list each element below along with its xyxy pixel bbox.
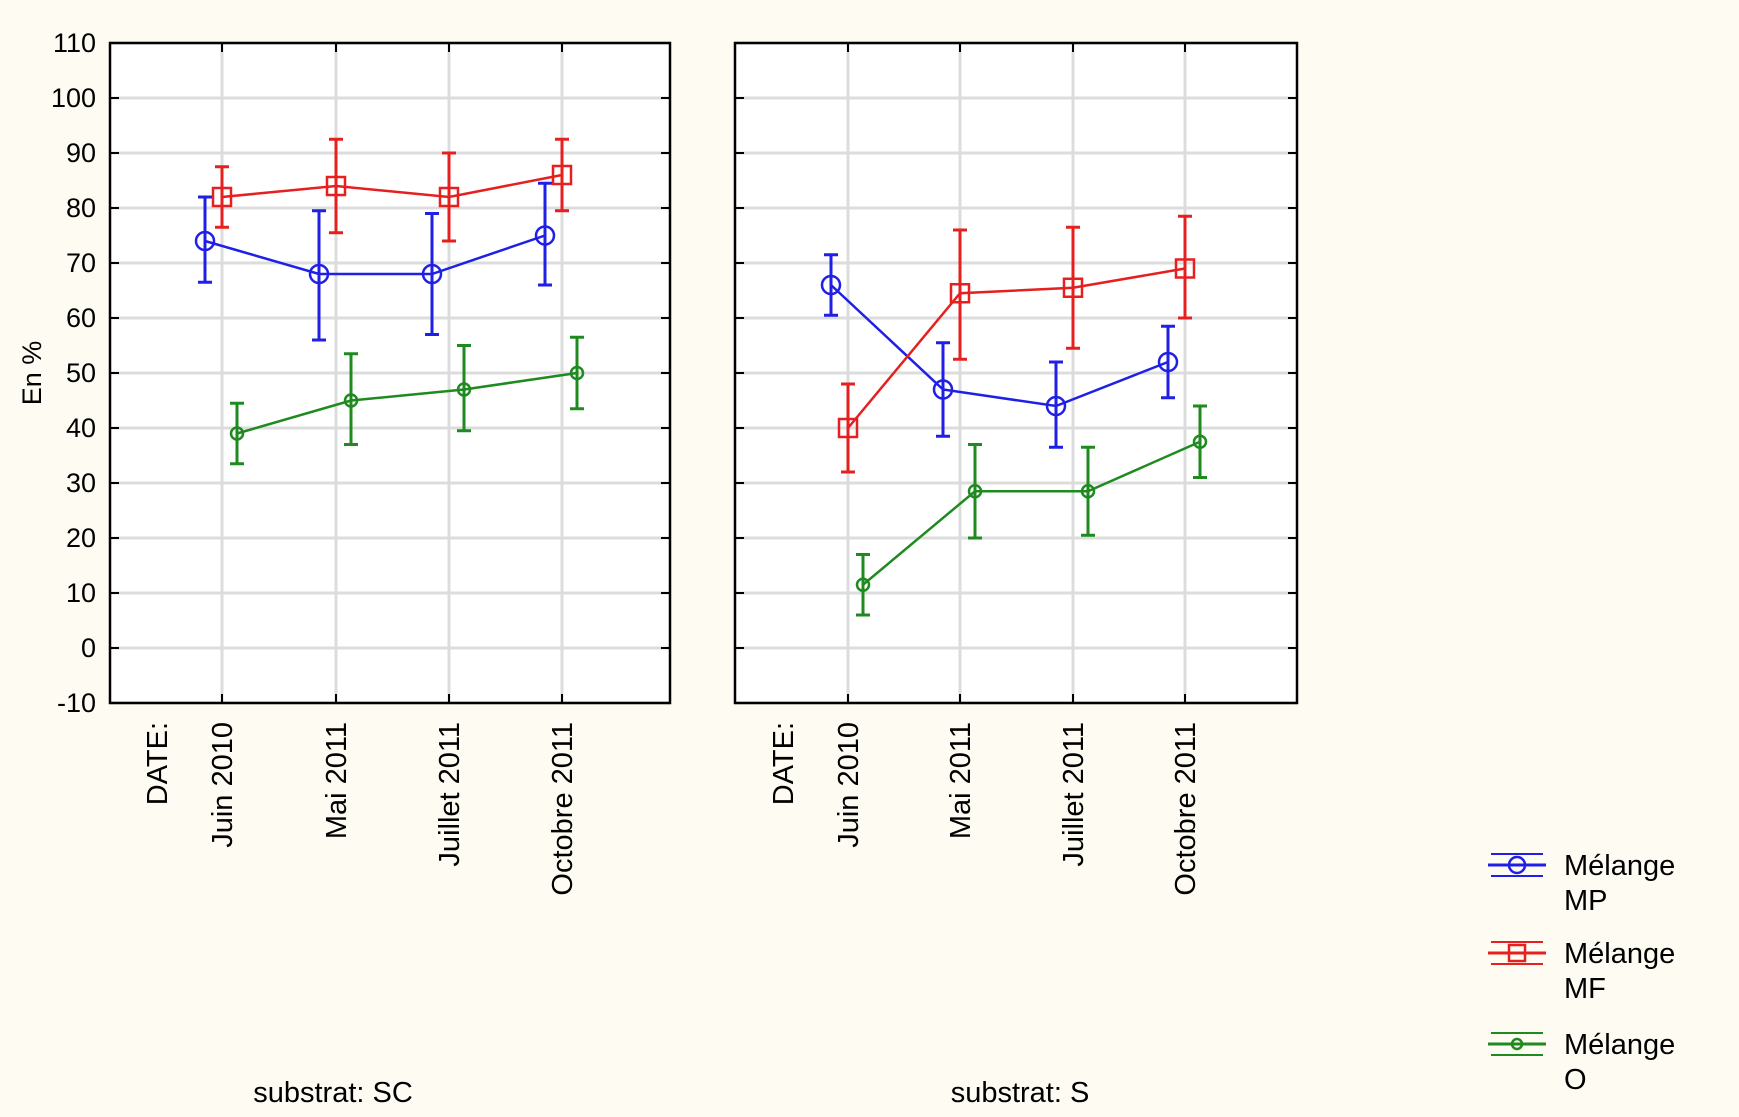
legend-item-mf-marker (1507, 943, 1527, 963)
panel-1-series-mf-line (221, 173, 563, 199)
panel-2-series-o-line (862, 440, 1201, 586)
y-tick-label: 70 (66, 248, 96, 278)
legend-item-o-label-line2: O (1564, 1064, 1587, 1096)
panel-2-series-o-point (1192, 434, 1208, 449)
panel-1-series-mf-point (325, 175, 347, 197)
panel-1-series-mf-point (211, 186, 233, 208)
panel-2-series-o-point (967, 484, 983, 499)
panel-2-series-mp-point (932, 379, 954, 400)
panel-1-series-o-point (343, 393, 359, 408)
panel-2-series-mf-point (1062, 277, 1084, 298)
panel-2-series-mp-point (820, 274, 842, 296)
legend-item-o-marker (1510, 1037, 1524, 1051)
panel-2-series-o-point (855, 577, 871, 592)
panel-1-series-mp-point (534, 225, 556, 246)
y-tick-label: 90 (66, 138, 96, 168)
panel-1-series-o-line (236, 371, 578, 435)
panel-1-category-label: Juin 2010 (207, 722, 239, 848)
panel-1-series-mp-point (421, 263, 443, 285)
y-tick-label: 0 (81, 633, 96, 663)
panel-1-category-prefix: DATE: (142, 722, 174, 805)
y-tick-label: 10 (66, 578, 96, 608)
legend-item-mf-label-line1: Mélange (1564, 938, 1675, 970)
panel-2-series-mp-point (1045, 395, 1067, 417)
legend-item-mp-label-line1: Mélange (1564, 850, 1675, 882)
panel-2-series-mf-line (847, 267, 1186, 429)
panel-1-label: substrat: SC (253, 1077, 413, 1109)
y-tick-label: -10 (57, 688, 96, 718)
y-tick-label: 60 (66, 303, 96, 333)
y-tick-label: 80 (66, 193, 96, 223)
panel-1-frame (108, 41, 672, 705)
panel-1-category-label: Mai 2011 (321, 722, 353, 839)
legend-item-o-label-line1: Mélange (1564, 1029, 1675, 1061)
y-tick-label: 30 (66, 468, 96, 498)
panel-1-series-mf-point (438, 186, 460, 208)
panel-2-category-label: Mai 2011 (945, 722, 977, 839)
panel-2-category-label: Juillet 2011 (1058, 722, 1090, 867)
panel-2-series-mp-line (830, 284, 1169, 408)
panel-2-category-label: Juin 2010 (833, 722, 865, 848)
panel-2-series-mp-point (1157, 351, 1179, 373)
panel-2-series-mf-point (837, 417, 859, 439)
y-tick-label: 40 (66, 413, 96, 443)
y-tick-label: 110 (53, 28, 96, 58)
panel-1-series-o-point (569, 365, 585, 381)
panel-1-series-o-point (456, 382, 472, 397)
panel-1-series-mf-point (551, 164, 573, 186)
panel-1-series-mp-line (204, 234, 546, 276)
legend-item-mp-marker (1507, 855, 1527, 875)
legend-item-mf-label-line2: MF (1564, 973, 1606, 1005)
panel-2-series-mf-point (949, 283, 971, 304)
panel-2-category-label: Octobre 2011 (1170, 722, 1202, 896)
y-tick-label: 100 (51, 83, 96, 113)
y-tick-label: 20 (66, 523, 96, 553)
panel-1-category-label: Octobre 2011 (547, 722, 579, 896)
panel-2-category-prefix: DATE: (768, 722, 800, 805)
legend-item-mp-label-line2: MP (1564, 885, 1608, 917)
panel-2-label: substrat: S (951, 1077, 1090, 1109)
panel-1-series-mp-point (308, 263, 330, 285)
panel-2-series-mf-point (1174, 258, 1196, 279)
y-tick-label: 50 (66, 358, 96, 388)
y-axis-label: En % (17, 341, 47, 406)
panel-1-series-o-point (229, 426, 245, 441)
panel-2-series-o-point (1080, 484, 1096, 499)
panel-1-series-mp-point (194, 230, 216, 252)
panel-1-category-label: Juillet 2011 (434, 722, 466, 867)
panel-2-frame (733, 41, 1299, 705)
